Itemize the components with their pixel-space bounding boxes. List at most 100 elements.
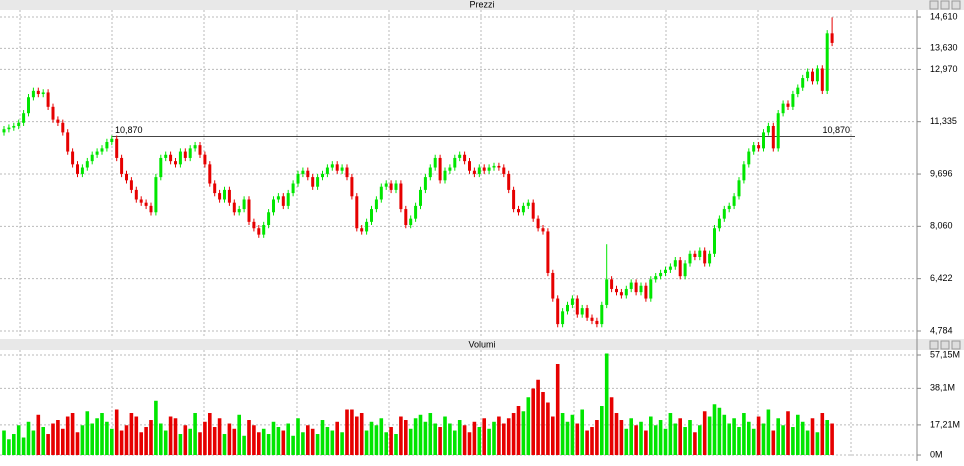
volume-bar (673, 423, 678, 456)
volume-bar (134, 416, 139, 456)
candle-body (521, 205, 525, 213)
candle-body (468, 161, 471, 171)
candle-body (90, 154, 94, 162)
volume-bar (477, 427, 482, 456)
candle-body (561, 311, 565, 325)
y-tick-label: 12,970 (930, 64, 958, 74)
candle-body (796, 87, 800, 95)
candle-body (41, 92, 45, 95)
candle-body (517, 209, 520, 213)
candle-body (453, 157, 457, 168)
candle-body (801, 78, 805, 88)
volume-bar (61, 428, 65, 456)
volume-bar (252, 425, 256, 456)
candle-body (384, 183, 388, 187)
volume-bar (614, 413, 619, 456)
volume-bar (90, 423, 94, 456)
candle-body (727, 205, 731, 210)
button[interactable] (940, 340, 950, 350)
button[interactable] (951, 0, 961, 10)
volume-bar (639, 421, 643, 456)
volume-bar (536, 379, 540, 456)
button[interactable] (951, 340, 961, 350)
volume-bar (747, 421, 751, 456)
candle-body (717, 218, 721, 229)
candle-body (379, 186, 383, 200)
candle-body (125, 173, 128, 181)
volume-bar (227, 423, 232, 456)
candle-body (247, 199, 251, 222)
volume-bar (766, 409, 771, 456)
volume-bar (379, 418, 384, 456)
candle-body (771, 125, 775, 149)
volume-bar (712, 404, 717, 456)
y-tick-label: 38,1M (930, 383, 955, 393)
candle-body (350, 177, 354, 197)
candle-body (781, 103, 785, 114)
volume-bar (629, 418, 633, 456)
candle-body (105, 141, 109, 149)
candle-body (556, 298, 560, 325)
candle-body (428, 167, 432, 178)
volume-bar (462, 425, 467, 456)
candle-body (100, 148, 104, 152)
volume-bar (707, 416, 712, 456)
volume-bar (815, 432, 820, 456)
volume-bar (355, 416, 359, 456)
volume-bar (448, 423, 452, 456)
button[interactable] (929, 340, 939, 350)
volume-bar (653, 425, 658, 456)
candle-body (600, 304, 604, 325)
candle-body (193, 145, 197, 149)
candle-body (365, 221, 369, 232)
candle-body (164, 154, 168, 158)
candle-body (497, 165, 501, 168)
volume-bar (173, 418, 178, 456)
candle-body (110, 138, 114, 142)
candle-body (590, 317, 594, 321)
candle-body (208, 164, 212, 184)
volume-bar (722, 414, 727, 456)
volume-bar (526, 397, 531, 456)
volume-bar (683, 427, 687, 456)
candle-body (154, 177, 158, 213)
candle-body (218, 193, 222, 200)
volume-bar (2, 430, 6, 456)
candle-body (649, 279, 653, 299)
volume-bar (168, 416, 173, 456)
volume-bar (413, 418, 418, 456)
volume-bar (761, 423, 766, 456)
volume-bar (159, 423, 163, 456)
volume-bar (203, 421, 207, 456)
candle-body (223, 189, 226, 200)
button[interactable] (940, 0, 950, 10)
candle-body (159, 157, 163, 178)
candle-body (71, 151, 75, 165)
volume-bar (791, 427, 795, 456)
candle-body (316, 177, 320, 187)
candle-body (267, 212, 271, 226)
volume-bar (585, 430, 589, 456)
volume-bar (644, 430, 648, 456)
candle-body (419, 189, 422, 206)
volume-bar (46, 434, 50, 456)
candle-body (183, 151, 187, 158)
window-buttons[interactable] (929, 0, 961, 350)
volume-bar (389, 427, 393, 456)
button[interactable] (929, 0, 939, 10)
candle-body (139, 199, 143, 203)
y-tick-label: 14,610 (930, 11, 958, 21)
candle-body (61, 122, 65, 133)
candle-body (325, 167, 329, 174)
volume-bar (693, 432, 697, 456)
volume-bar (702, 411, 707, 456)
volume-bar (399, 416, 403, 456)
volume-bar (56, 420, 60, 456)
volume-bar (771, 430, 776, 456)
volume-bar (497, 416, 501, 456)
volume-bar (114, 409, 119, 456)
candle-body (482, 167, 486, 171)
candle-body (272, 199, 275, 213)
volume-bar (472, 421, 477, 456)
volume-bar (541, 392, 545, 456)
